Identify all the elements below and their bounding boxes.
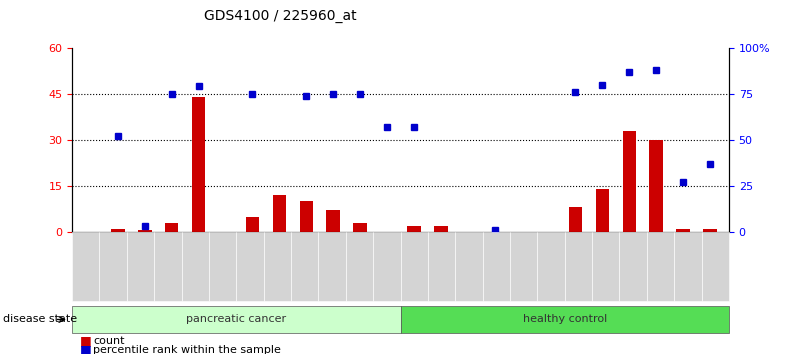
- Text: GDS4100 / 225960_at: GDS4100 / 225960_at: [204, 9, 356, 23]
- Bar: [209, 232, 236, 301]
- Bar: [428, 232, 455, 301]
- Bar: [300, 201, 313, 232]
- Bar: [407, 226, 421, 232]
- Bar: [565, 232, 592, 301]
- Bar: [434, 226, 448, 232]
- Text: ■: ■: [80, 343, 92, 354]
- Bar: [264, 232, 291, 301]
- Bar: [127, 232, 154, 301]
- Bar: [291, 232, 318, 301]
- Bar: [346, 232, 373, 301]
- Bar: [154, 232, 182, 301]
- Bar: [400, 232, 428, 301]
- Bar: [619, 232, 647, 301]
- Text: disease state: disease state: [3, 314, 78, 325]
- Bar: [646, 232, 674, 301]
- Text: count: count: [93, 336, 124, 346]
- Text: pancreatic cancer: pancreatic cancer: [186, 314, 286, 325]
- Bar: [400, 306, 729, 333]
- Bar: [622, 131, 636, 232]
- Bar: [99, 232, 127, 301]
- Bar: [596, 189, 609, 232]
- Bar: [192, 97, 205, 232]
- Bar: [537, 232, 565, 301]
- Bar: [246, 217, 260, 232]
- Bar: [650, 140, 663, 232]
- Bar: [569, 207, 582, 232]
- Bar: [318, 232, 346, 301]
- Bar: [272, 195, 286, 232]
- Text: percentile rank within the sample: percentile rank within the sample: [93, 345, 281, 354]
- Bar: [592, 232, 619, 301]
- Text: ■: ■: [80, 334, 92, 347]
- Bar: [676, 229, 690, 232]
- Bar: [138, 230, 151, 232]
- Bar: [510, 232, 537, 301]
- Bar: [373, 232, 400, 301]
- Bar: [111, 229, 125, 232]
- Bar: [482, 232, 510, 301]
- Bar: [702, 232, 729, 301]
- Text: healthy control: healthy control: [522, 314, 607, 325]
- Bar: [703, 229, 717, 232]
- Bar: [236, 232, 264, 301]
- Bar: [674, 232, 702, 301]
- Bar: [327, 210, 340, 232]
- Bar: [72, 306, 400, 333]
- Bar: [455, 232, 482, 301]
- Bar: [72, 232, 99, 301]
- Bar: [353, 223, 367, 232]
- Bar: [165, 223, 179, 232]
- Bar: [182, 232, 209, 301]
